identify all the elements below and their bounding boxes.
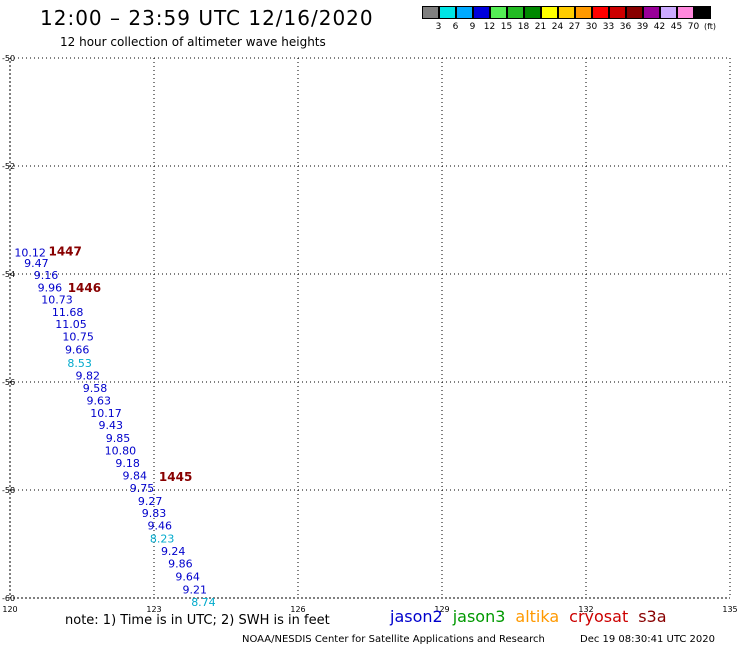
- y-tick-label: -50: [2, 54, 15, 63]
- plot-frame: [9, 57, 731, 599]
- wave-height-label: 9.21: [183, 583, 208, 596]
- satellite-jason3: jason3: [452, 607, 506, 626]
- wave-height-label: 8.53: [67, 357, 92, 370]
- timestamp-text: Dec 19 08:30:41 UTC 2020: [580, 634, 715, 645]
- x-tick-label: 132: [578, 605, 593, 614]
- wave-height-label: 9.83: [142, 507, 167, 520]
- wave-height-label: 9.16: [34, 269, 59, 282]
- color-swatch-9: [575, 6, 592, 19]
- color-legend-label: 21: [534, 22, 547, 32]
- wave-height-label: 9.47: [24, 257, 49, 270]
- satellite-s3a: s3a: [638, 607, 667, 626]
- color-legend-label: 18: [517, 22, 530, 32]
- color-legend-label: 36: [619, 22, 632, 32]
- color-legend-label: 6: [452, 22, 459, 32]
- color-swatch-7: [541, 6, 558, 19]
- color-swatch-16: [694, 6, 711, 19]
- color-legend-label: 70: [687, 22, 700, 32]
- wave-height-label: 9.66: [65, 344, 90, 357]
- color-legend-label: 30: [585, 22, 598, 32]
- chart-title: 12:00 – 23:59 UTC 12/16/2020: [40, 6, 374, 30]
- color-swatch-13: [643, 6, 660, 19]
- color-legend-label: 27: [568, 22, 581, 32]
- wave-height-label: 9.82: [76, 370, 101, 383]
- wave-height-label: 10.17: [90, 407, 122, 420]
- wave-height-label: 9.64: [175, 570, 200, 583]
- x-tick-label: 120: [2, 605, 17, 614]
- chart-subtitle: 12 hour collection of altimeter wave hei…: [60, 35, 326, 49]
- x-tick-label: 126: [290, 605, 305, 614]
- color-legend-label: 42: [653, 22, 666, 32]
- credit-text: NOAA/NESDIS Center for Satellite Applica…: [242, 634, 545, 645]
- color-legend-label: 39: [636, 22, 649, 32]
- color-legend: 3 6 9 12 15 18 21 24 27 30 33 36 39 42 45 70 (ft): [422, 6, 716, 32]
- color-swatch-3: [473, 6, 490, 19]
- wave-height-label: 9.46: [148, 520, 173, 533]
- wave-height-label: 9.96: [38, 282, 63, 295]
- x-tick-label: 123: [146, 605, 161, 614]
- wave-height-label: 11.68: [52, 306, 84, 319]
- time-label: 1447: [48, 244, 81, 258]
- color-legend-label: 15: [500, 22, 513, 32]
- footnote: note: 1) Time is in UTC; 2) SWH is in fe…: [65, 613, 330, 628]
- color-swatch-8: [558, 6, 575, 19]
- color-swatch-12: [626, 6, 643, 19]
- wave-height-label: 10.73: [41, 293, 73, 306]
- color-swatch-4: [490, 6, 507, 19]
- color-legend-label: 45: [670, 22, 683, 32]
- color-legend-unit: (ft): [704, 22, 717, 31]
- color-legend-label: 24: [551, 22, 564, 32]
- wave-height-label: 8.74: [191, 596, 216, 609]
- wave-height-label: 9.43: [99, 419, 124, 432]
- wave-height-label: 9.18: [115, 457, 140, 470]
- color-swatch-14: [660, 6, 677, 19]
- color-swatch-6: [524, 6, 541, 19]
- y-tick-label: -54: [2, 270, 15, 279]
- time-label: 1446: [68, 281, 101, 295]
- color-swatch-2: [456, 6, 473, 19]
- color-swatch-10: [592, 6, 609, 19]
- x-tick-label: 135: [722, 605, 737, 614]
- wave-height-label: 9.85: [106, 432, 131, 445]
- wave-height-label: 10.12: [14, 246, 46, 259]
- color-swatch-15: [677, 6, 694, 19]
- wave-height-label: 9.84: [123, 469, 148, 482]
- color-legend-label: 33: [602, 22, 615, 32]
- satellite-cryosat: cryosat: [569, 607, 629, 626]
- color-swatch-0: [422, 6, 439, 19]
- y-tick-label: -58: [2, 486, 15, 495]
- wave-height-label: 10.80: [105, 445, 137, 458]
- wave-height-label: 10.75: [62, 331, 94, 344]
- y-tick-label: -60: [2, 594, 15, 603]
- color-swatch-11: [609, 6, 626, 19]
- wave-height-label: 9.75: [130, 482, 155, 495]
- wave-height-label: 9.58: [83, 382, 108, 395]
- wave-height-label: 9.63: [87, 394, 112, 407]
- wave-height-label: 9.86: [168, 557, 193, 570]
- wave-height-label: 11.05: [55, 318, 87, 331]
- wave-height-label: 8.23: [150, 533, 175, 546]
- time-label: 1445: [159, 470, 192, 484]
- color-legend-label: 9: [469, 22, 476, 32]
- color-swatch-5: [507, 6, 524, 19]
- color-legend-label: 12: [483, 22, 496, 32]
- satellite-jason2: jason2: [390, 607, 443, 626]
- color-swatch-1: [439, 6, 456, 19]
- y-tick-label: -56: [2, 378, 15, 387]
- color-legend-labels: 3 6 9 12 15 18 21 24 27 30 33 36 39 42 45 70 (ft): [422, 22, 716, 32]
- color-legend-swatches: [422, 6, 716, 19]
- satellite-legend: jason2 jason3 altika cryosat s3a: [390, 607, 667, 626]
- x-tick-label: 129: [434, 605, 449, 614]
- satellite-altika: altika: [515, 607, 560, 626]
- y-tick-label: -52: [2, 162, 15, 171]
- wave-height-label: 9.24: [161, 545, 186, 558]
- color-legend-label: 3: [435, 22, 442, 32]
- wave-height-label: 9.27: [138, 495, 163, 508]
